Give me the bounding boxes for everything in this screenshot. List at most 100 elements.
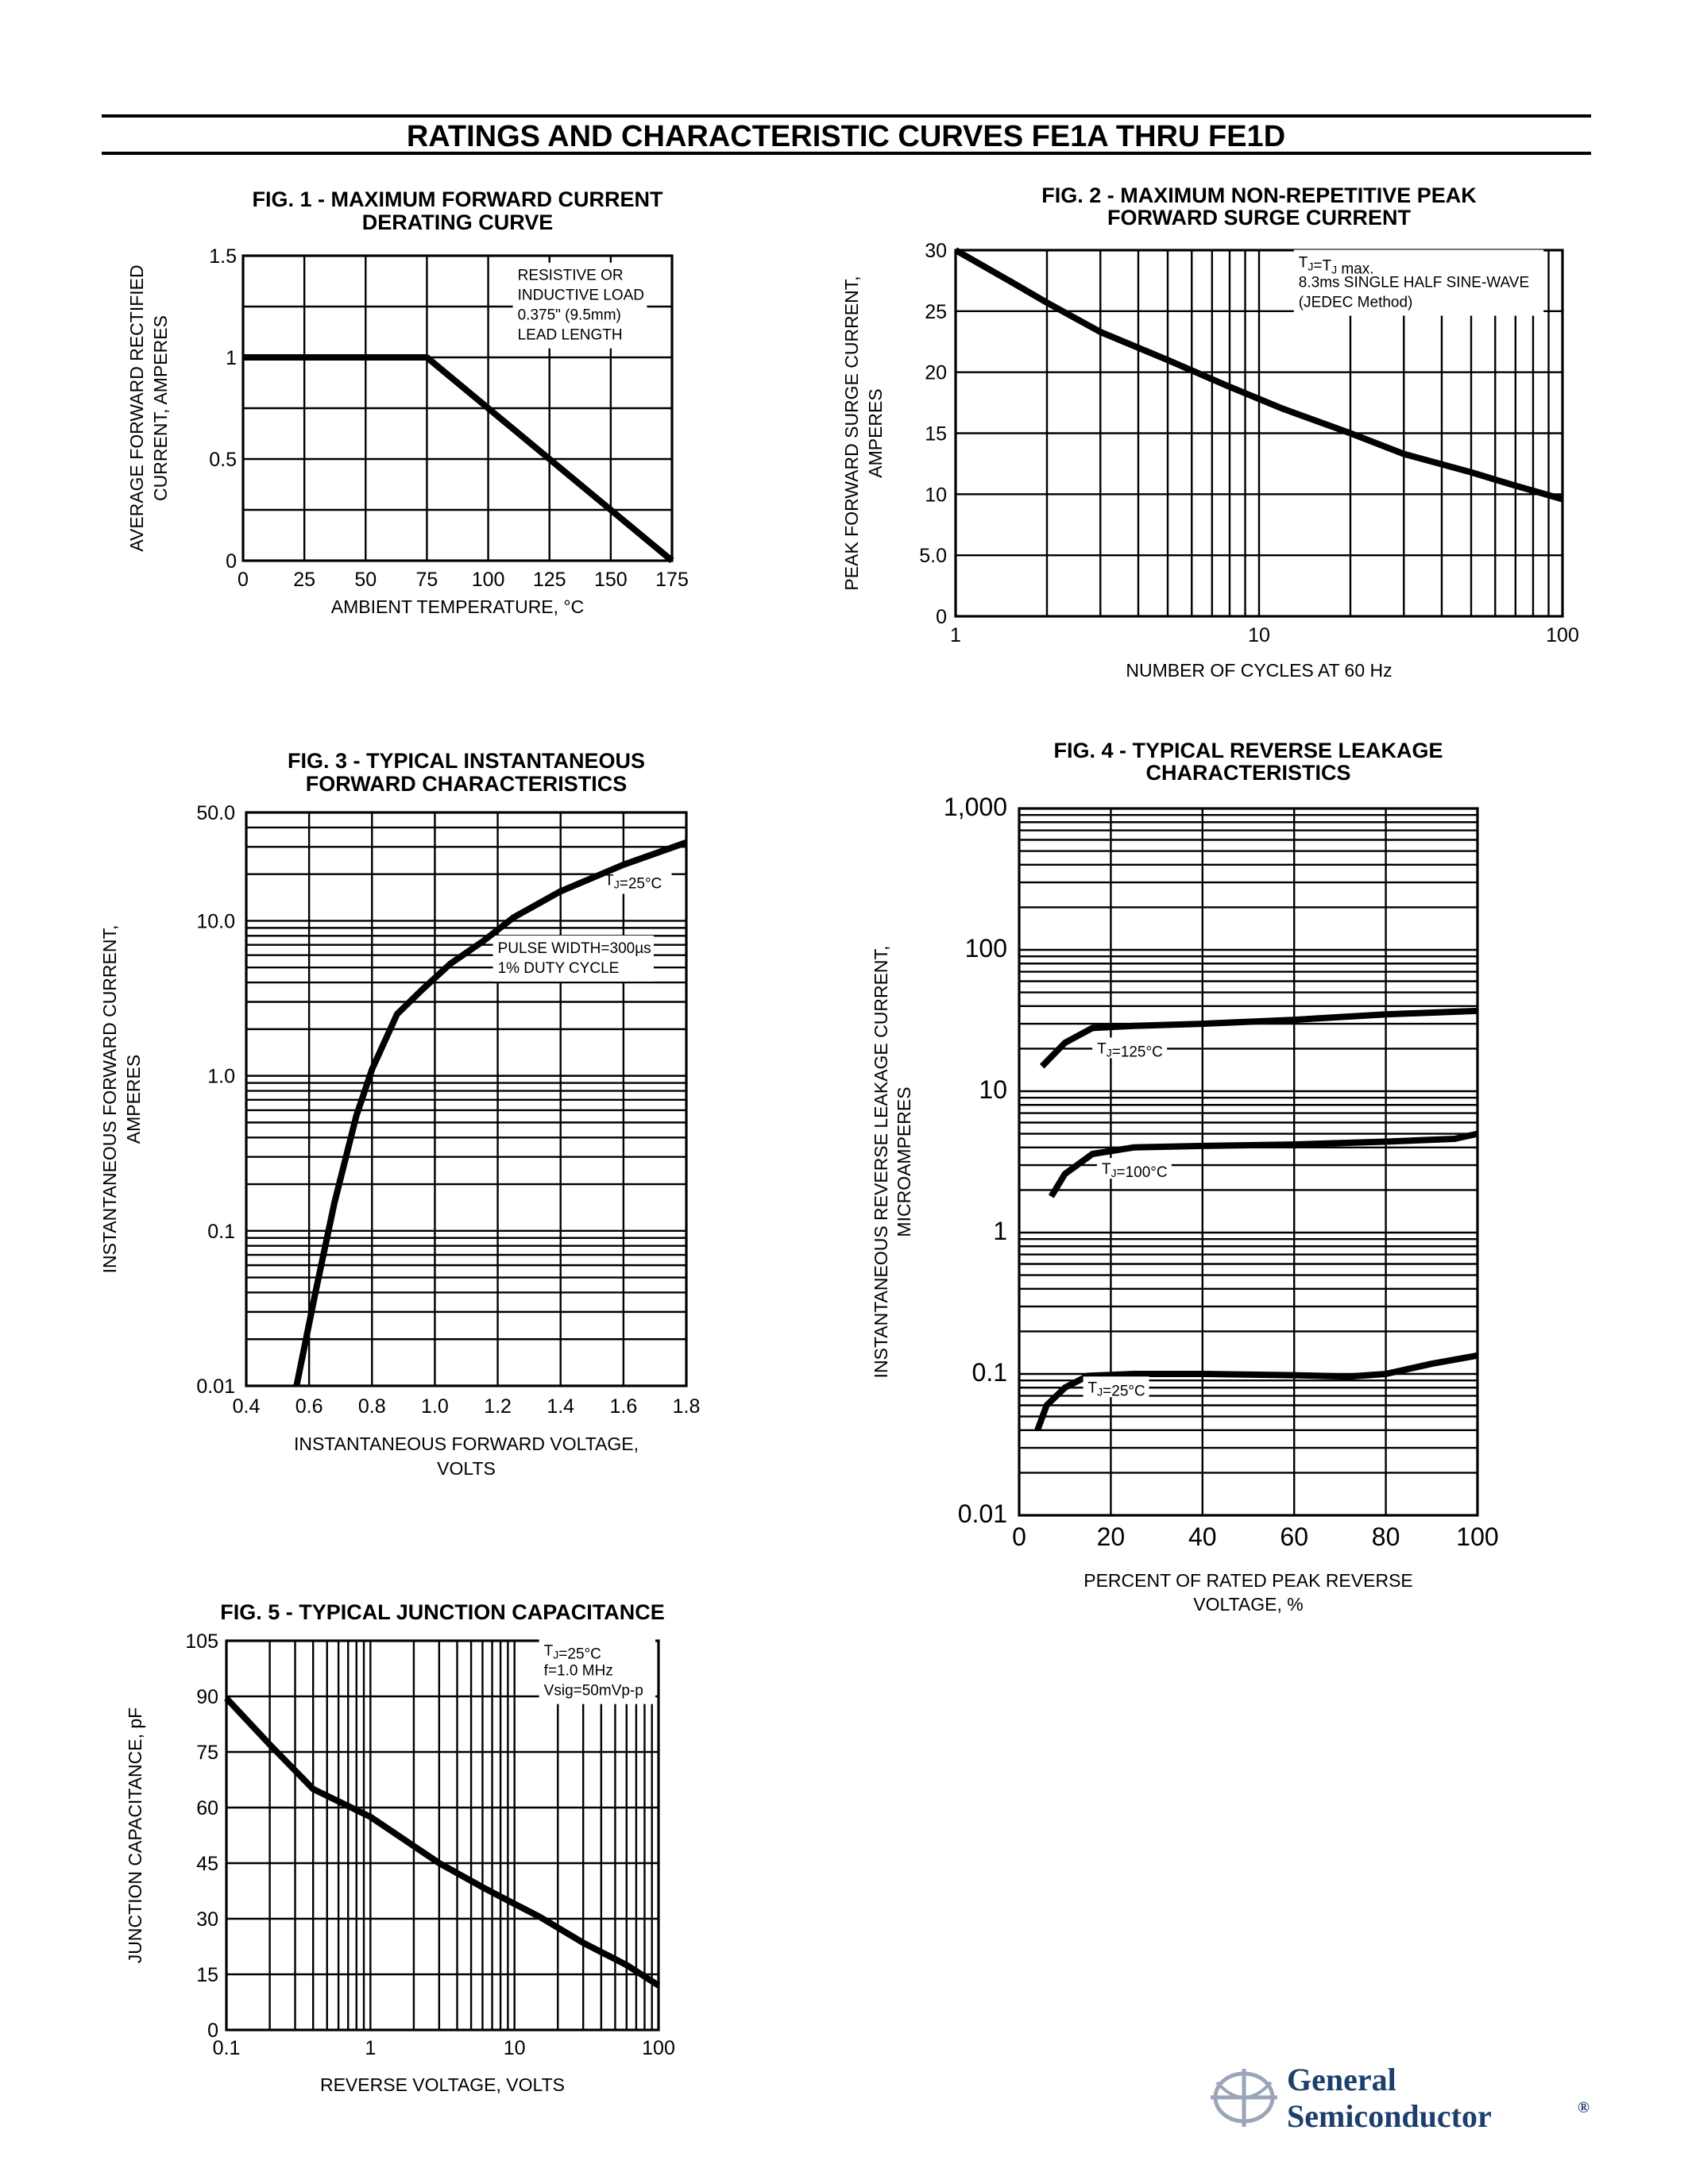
annotation-text: Vsig=50mVp-p <box>544 1683 643 1700</box>
annotation-box <box>1293 249 1544 316</box>
x-axis-label: INSTANTANEOUS FORWARD VOLTAGE, <box>294 1433 639 1454</box>
x-tick-label: 100 <box>1456 1522 1498 1551</box>
y-axis-label: AMPERES <box>865 388 886 477</box>
x-tick-label: 1.0 <box>421 1395 449 1418</box>
y-tick-label: 45 <box>196 1853 218 1875</box>
annotation-box <box>539 1638 656 1704</box>
chart-fig4: FIG. 4 - TYPICAL REVERSE LEAKAGECHARACTE… <box>871 739 1499 1615</box>
annotation-text: TJ=TJ max. <box>1299 255 1374 278</box>
chart-fig2: FIG. 2 - MAXIMUM NON-REPETITIVE PEAKFORW… <box>841 183 1579 681</box>
x-tick-label: 0.4 <box>233 1395 261 1418</box>
series-curve <box>293 839 688 1387</box>
annotation-text: PULSE WIDTH=300µs <box>498 940 651 957</box>
y-tick-label: 60 <box>196 1797 218 1819</box>
y-tick-label: 0.5 <box>209 449 237 471</box>
annotation-text: RESISTIVE OR <box>518 268 624 284</box>
y-axis-label: CURRENT, AMPERES <box>150 315 171 501</box>
y-tick-label: 10 <box>925 484 947 506</box>
annotation-text: 0.375" (9.5mm) <box>518 307 621 324</box>
plot-frame <box>245 811 688 1387</box>
x-tick-label: 175 <box>655 569 689 591</box>
y-axis-label: AVERAGE FORWARD RECTIFIED <box>126 264 147 551</box>
y-tick-label: 90 <box>196 1686 218 1708</box>
y-tick-label: 0.01 <box>196 1376 235 1398</box>
annotation-text: 1% DUTY CYCLE <box>498 960 620 977</box>
chart-subtitle: CHARACTERISTICS <box>1145 761 1350 785</box>
x-tick-label: 1.4 <box>547 1395 574 1418</box>
series-curve <box>1039 1007 1478 1069</box>
y-tick-label: 1.0 <box>207 1066 235 1088</box>
annotation-text: f=1.0 MHz <box>544 1663 613 1680</box>
y-axis-label: JUNCTION CAPACITANCE, pF <box>125 1707 145 1963</box>
series-curve <box>1048 1130 1478 1198</box>
y-tick-label: 0.01 <box>958 1499 1007 1528</box>
x-axis-label: PERCENT OF RATED PEAK REVERSE <box>1083 1570 1413 1591</box>
y-tick-label: 30 <box>196 1908 218 1931</box>
series-curve <box>954 247 1564 503</box>
x-tick-label: 75 <box>416 569 438 591</box>
plot-frame <box>954 249 1564 618</box>
x-axis-label: NUMBER OF CYCLES AT 60 Hz <box>1126 660 1392 681</box>
x-tick-label: 0.6 <box>295 1395 323 1418</box>
x-tick-label: 1.2 <box>484 1395 512 1418</box>
plot-frame <box>225 1639 660 2032</box>
annotation-text: INDUCTIVE LOAD <box>518 287 644 304</box>
y-axis-label: PEAK FORWARD SURGE CURRENT, <box>841 276 862 590</box>
y-tick-label: 105 <box>185 1630 218 1653</box>
y-tick-label: 25 <box>925 301 947 323</box>
y-tick-label: 0 <box>936 606 947 628</box>
x-tick-label: 0.8 <box>358 1395 386 1418</box>
chart-subtitle: DERATING CURVE <box>362 210 554 234</box>
x-tick-label: 1.6 <box>609 1395 637 1418</box>
y-axis-label: MICROAMPERES <box>894 1086 914 1237</box>
x-tick-label: 125 <box>533 569 566 591</box>
plot-frame <box>241 254 674 562</box>
x-axis-label: REVERSE VOLTAGE, VOLTS <box>320 2074 565 2095</box>
x-axis-label: VOLTS <box>437 1458 496 1479</box>
y-axis-label: INSTANTANEOUS REVERSE LEAKAGE CURRENT, <box>871 946 891 1379</box>
series-label-box <box>1096 1158 1172 1179</box>
y-tick-label: 10 <box>979 1075 1007 1104</box>
chart-title: FIG. 5 - TYPICAL JUNCTION CAPACITANCE <box>220 1600 665 1624</box>
x-tick-label: 60 <box>1280 1522 1308 1551</box>
chart-title: FIG. 4 - TYPICAL REVERSE LEAKAGE <box>1053 739 1443 762</box>
x-tick-label: 20 <box>1097 1522 1126 1551</box>
x-tick-label: 1 <box>950 624 961 646</box>
x-tick-label: 40 <box>1188 1522 1217 1551</box>
y-tick-label: 1 <box>993 1217 1007 1245</box>
chart-fig1: FIG. 1 - MAXIMUM FORWARD CURRENTDERATING… <box>126 187 689 617</box>
y-tick-label: 100 <box>965 934 1007 963</box>
x-tick-label: 25 <box>293 569 315 591</box>
series-label: TJ=100°C <box>1102 1161 1168 1181</box>
annotation-text: (JEDEC Method) <box>1299 295 1413 311</box>
y-axis-label: INSTANTANEOUS FORWARD CURRENT, <box>99 925 120 1274</box>
y-tick-label: 0 <box>207 2020 218 2042</box>
y-tick-label: 0.1 <box>207 1221 235 1243</box>
series-label: TJ=25°C <box>1088 1379 1145 1399</box>
chart-subtitle: FORWARD CHARACTERISTICS <box>306 772 628 796</box>
chart-title: FIG. 1 - MAXIMUM FORWARD CURRENT <box>253 187 663 211</box>
page-title: RATINGS AND CHARACTERISTIC CURVES FE1A T… <box>407 120 1285 153</box>
x-tick-label: 0.1 <box>213 2037 241 2059</box>
y-tick-label: 75 <box>196 1742 218 1764</box>
x-tick-label: 100 <box>1546 624 1579 646</box>
annotation-text: TJ=25°C <box>605 872 662 892</box>
series-curve <box>224 1696 661 1989</box>
x-tick-label: 150 <box>594 569 628 591</box>
y-tick-label: 0 <box>226 550 237 573</box>
y-tick-label: 15 <box>196 1964 218 1986</box>
logo-mark-arc <box>1215 2081 1273 2099</box>
series-curve <box>243 354 674 564</box>
plot-frame <box>1018 807 1479 1517</box>
annotation-box <box>492 935 654 982</box>
annotation-box <box>512 262 647 349</box>
x-tick-label: 0 <box>1012 1522 1026 1551</box>
chart-subtitle: FORWARD SURGE CURRENT <box>1107 206 1412 230</box>
x-tick-label: 10 <box>1248 624 1270 646</box>
y-tick-label: 1,000 <box>944 793 1007 821</box>
annotation-text: LEAD LENGTH <box>518 327 623 344</box>
y-tick-label: 30 <box>925 240 947 262</box>
x-tick-label: 100 <box>642 2037 675 2059</box>
chart-title: FIG. 3 - TYPICAL INSTANTANEOUS <box>288 749 645 773</box>
